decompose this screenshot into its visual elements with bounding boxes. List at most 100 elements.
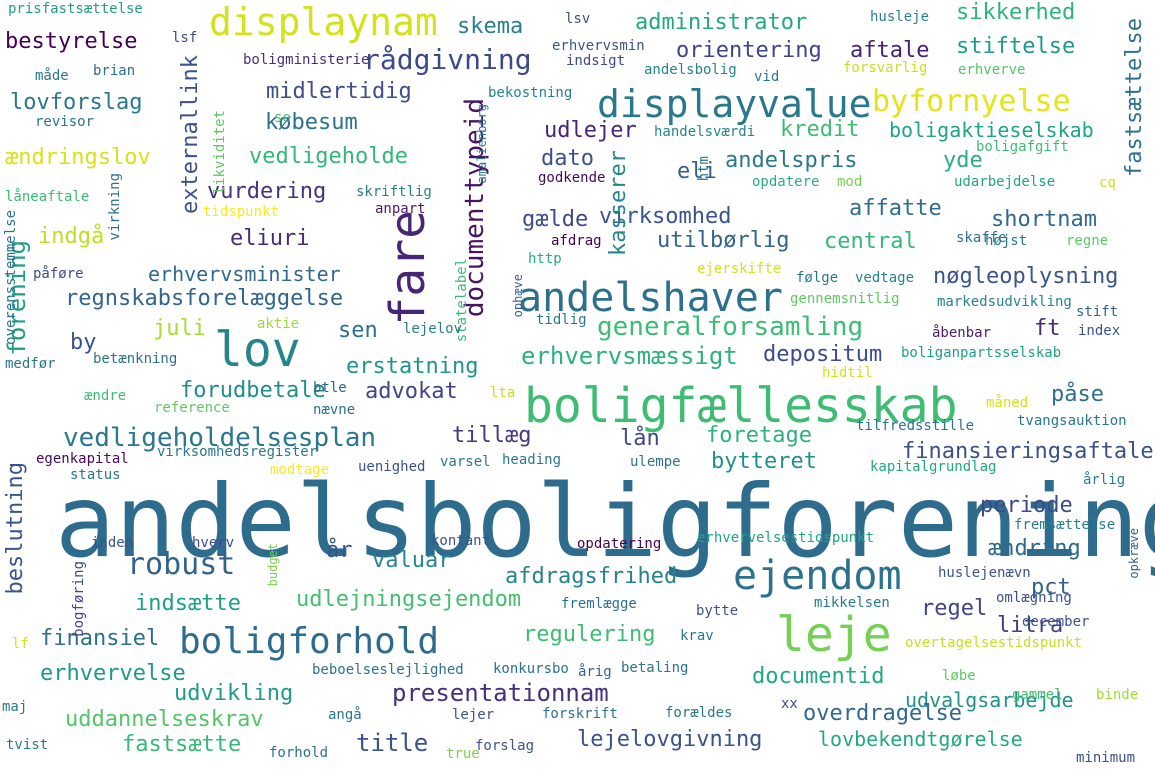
cloud-word: status — [70, 467, 121, 483]
cloud-word: forældes — [665, 705, 733, 721]
cloud-word: regulering — [523, 622, 656, 647]
cloud-word: medfør — [5, 356, 56, 372]
cloud-word: kapitalgrundlag — [870, 459, 997, 475]
cloud-word: fare — [380, 210, 436, 326]
cloud-word: udlejningsejendom — [296, 587, 522, 612]
cloud-word: kontant — [431, 533, 491, 549]
cloud-word: hverv — [192, 535, 235, 551]
cloud-word: aftale — [850, 38, 930, 63]
cloud-word: mikkelsen — [814, 595, 890, 611]
cloud-word: displayvalue — [597, 82, 872, 126]
cloud-word: boligministerie — [243, 52, 370, 68]
cloud-word: depositum — [763, 342, 883, 367]
cloud-word: by — [70, 330, 97, 355]
cloud-word: stift — [1076, 304, 1119, 320]
cloud-word: afdragsfrihed — [505, 564, 678, 589]
cloud-word: bogføring — [71, 561, 87, 637]
cloud-word: lta — [490, 385, 516, 401]
cloud-word: virksomhedsregister — [157, 444, 318, 460]
cloud-word: regne — [1066, 233, 1109, 249]
cloud-word: boligforhold — [179, 621, 440, 662]
cloud-word: orientering — [676, 38, 822, 63]
cloud-word: kredit — [780, 117, 860, 142]
cloud-word: kasserer — [606, 150, 631, 256]
cloud-word: påse — [1051, 382, 1104, 407]
cloud-word: forslag — [475, 738, 535, 754]
cloud-word: yde — [943, 148, 983, 173]
cloud-word: revisor — [35, 114, 95, 130]
cloud-word: ændring — [988, 536, 1081, 561]
cloud-word: fastsætte — [122, 732, 242, 757]
cloud-word: finansiel — [40, 626, 160, 651]
cloud-word: se — [274, 110, 291, 126]
cloud-word: konkursbo — [493, 661, 569, 677]
cloud-word: boligfællesskab — [524, 378, 958, 434]
cloud-word: bestyrelse — [5, 29, 138, 54]
cloud-word: indgå — [38, 224, 105, 249]
cloud-word: godkende — [538, 170, 606, 186]
cloud-word: skema — [457, 14, 524, 39]
cloud-word: binde — [1096, 687, 1139, 703]
cloud-word: boligafgift — [976, 139, 1069, 155]
cloud-word: vurdering — [207, 179, 327, 204]
cloud-word: reference — [154, 400, 230, 416]
cloud-word: lovbekendtgørelse — [818, 727, 1023, 751]
cloud-word: erhvervelse — [40, 661, 186, 686]
cloud-word: xx — [781, 696, 798, 712]
cloud-word: forsvarlig — [843, 60, 928, 76]
cloud-word: externallink — [178, 55, 203, 214]
cloud-word: administrator — [635, 10, 808, 35]
cloud-word: udvalgsarbejde — [905, 688, 1074, 712]
cloud-word: ændringslov — [5, 145, 151, 170]
cloud-word: indsætte — [135, 591, 241, 616]
cloud-word: løbe — [942, 668, 976, 684]
cloud-word: tidlig — [536, 312, 587, 328]
cloud-word: generalforsamling — [597, 312, 864, 342]
cloud-word: forudbetale — [180, 378, 326, 403]
cloud-word: erhvervsmæssigt — [521, 342, 738, 370]
cloud-word: tillæg — [452, 423, 532, 448]
cloud-word: angå — [328, 707, 362, 723]
cloud-word: fastsættelse — [1122, 18, 1147, 177]
cloud-word: lejelov — [403, 321, 463, 337]
cloud-word: aktie — [257, 316, 300, 332]
cloud-word: tilfredsstille — [856, 418, 975, 434]
cloud-word: tvangsauktion — [1017, 413, 1127, 429]
cloud-word: heading — [502, 452, 562, 468]
cloud-word: virkning — [107, 173, 123, 241]
cloud-word: betaling — [621, 660, 689, 676]
cloud-word: andelsboligforening — [55, 463, 1155, 580]
cloud-word: lsf — [172, 30, 198, 46]
cloud-word: udvikling — [174, 681, 294, 706]
cloud-word: brian — [93, 63, 136, 79]
cloud-word: gennemsnitlig — [790, 291, 900, 307]
cloud-word: lejelovgivning — [577, 727, 763, 752]
cloud-word: central — [824, 229, 917, 254]
cloud-word: vedtage — [855, 270, 915, 286]
cloud-word: valuar — [372, 548, 452, 573]
cloud-word: skriftlig — [356, 184, 432, 200]
cloud-word: købesum — [265, 110, 358, 135]
cloud-word: boliganpartsselskab — [901, 345, 1062, 361]
cloud-word: markedsudvikling — [937, 294, 1072, 310]
cloud-word: likviditet — [212, 110, 228, 195]
cloud-word: juli — [153, 316, 206, 341]
cloud-word: ændre — [84, 388, 127, 404]
cloud-word: følge — [796, 270, 839, 286]
cloud-word: rådgivning — [363, 43, 532, 76]
cloud-word: varsel — [440, 454, 491, 470]
cloud-word: ejerskifte — [697, 261, 782, 277]
cloud-word: regnskabsforelæggelse — [65, 286, 344, 311]
cloud-word: maj — [2, 699, 28, 715]
cloud-word: krav — [680, 628, 714, 644]
cloud-word: sikkerhed — [956, 0, 1076, 25]
cloud-word: egenkapital — [36, 451, 129, 467]
cloud-word: erstatning — [346, 354, 479, 379]
cloud-word: årlig — [1083, 472, 1126, 488]
cloud-word: måned — [986, 395, 1029, 411]
cloud-word: budget — [266, 543, 280, 587]
cloud-word: index — [1078, 323, 1121, 339]
cloud-word: lov — [214, 322, 301, 378]
cloud-word: forskrift — [542, 706, 618, 722]
cloud-word: lsv — [565, 11, 591, 27]
